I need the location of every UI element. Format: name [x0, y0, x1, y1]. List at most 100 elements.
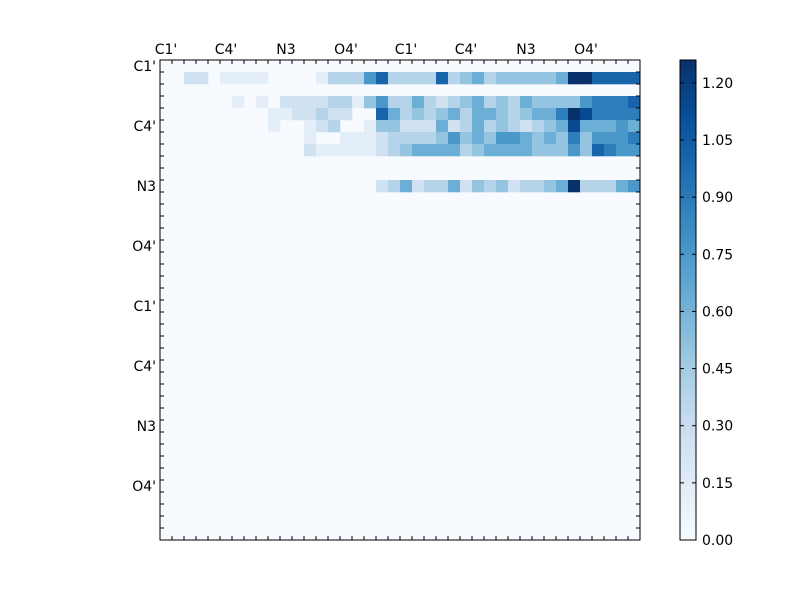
heatmap-cell — [496, 108, 509, 121]
heatmap-cell — [616, 72, 629, 85]
heatmap-cell — [508, 72, 521, 85]
heatmap-cell — [220, 72, 233, 85]
heatmap-cell — [400, 180, 413, 193]
heatmap-cell — [472, 108, 485, 121]
heatmap-cell — [412, 72, 425, 85]
heatmap-cell — [568, 72, 581, 85]
heatmap-cell — [436, 144, 449, 157]
axis-ticks — [159, 59, 641, 541]
heatmap-cell — [628, 120, 641, 133]
heatmap-cell — [316, 108, 329, 121]
heatmap-cell — [592, 72, 605, 85]
heatmap-cell — [388, 144, 401, 157]
heatmap-cell — [508, 120, 521, 133]
heatmap-cell — [592, 108, 605, 121]
heatmap-cell — [388, 132, 401, 145]
heatmap-cell — [628, 72, 641, 85]
x-tick-label: C4' — [215, 42, 238, 58]
y-tick-label: C4' — [133, 119, 156, 135]
colorbar-tick-label: 0.60 — [702, 304, 733, 320]
x-tick-label: C1' — [395, 42, 418, 58]
heatmap-cell — [424, 144, 437, 157]
heatmap-cell — [580, 72, 593, 85]
heatmap-cell — [424, 120, 437, 133]
heatmap-cell — [376, 132, 389, 145]
heatmap-cell — [280, 108, 293, 121]
heatmap-cell — [196, 72, 209, 85]
heatmap-cell — [436, 132, 449, 145]
heatmap-cell — [568, 108, 581, 121]
heatmap-cell — [472, 132, 485, 145]
heatmap-cell — [340, 108, 353, 121]
heatmap-cell — [520, 108, 533, 121]
heatmap-cell — [232, 96, 245, 109]
heatmap-cell — [268, 108, 281, 121]
x-tick-label: O4' — [574, 42, 598, 58]
heatmap-cell — [616, 144, 629, 157]
x-tick-label: C1' — [155, 42, 178, 58]
heatmap-cell — [520, 96, 533, 109]
heatmap-cell — [580, 132, 593, 145]
heatmap-cell — [616, 180, 629, 193]
heatmap-cell — [544, 132, 557, 145]
heatmap-cell — [532, 72, 545, 85]
heatmap-cell — [304, 144, 317, 157]
colorbar-tick-label: 0.00 — [702, 533, 733, 549]
heatmap-cell — [568, 120, 581, 133]
heatmap-cell — [340, 72, 353, 85]
heatmap-cell — [388, 180, 401, 193]
heatmap-cell — [472, 96, 485, 109]
heatmap-cell — [400, 132, 413, 145]
heatmap-cell — [628, 144, 641, 157]
heatmap-cell — [616, 132, 629, 145]
heatmap-cell — [400, 120, 413, 133]
heatmap-cell — [448, 132, 461, 145]
heatmap-cell — [400, 72, 413, 85]
heatmap-cell — [484, 96, 497, 109]
y-tick-label: O4' — [132, 479, 156, 495]
heatmap-cell — [448, 96, 461, 109]
heatmap-cell — [556, 108, 569, 121]
heatmap-cell — [604, 96, 617, 109]
heatmap-cell — [388, 108, 401, 121]
heatmap-cell — [520, 144, 533, 157]
heatmap-cell — [616, 108, 629, 121]
colorbar-tick-label: 0.75 — [702, 247, 733, 263]
heatmap-cell — [520, 180, 533, 193]
heatmap-cell — [352, 72, 365, 85]
heatmap-cell — [604, 144, 617, 157]
heatmap-cell — [604, 108, 617, 121]
y-tick-label: C1' — [133, 299, 156, 315]
heatmap-cell — [460, 108, 473, 121]
heatmap-cell — [580, 120, 593, 133]
heatmap-cell — [316, 72, 329, 85]
heatmap-cell — [460, 72, 473, 85]
heatmap-cell — [424, 108, 437, 121]
heatmap-cell — [364, 144, 377, 157]
heatmap-cell — [556, 120, 569, 133]
heatmap-cell — [460, 180, 473, 193]
heatmap-cell — [604, 132, 617, 145]
y-tick-label: C4' — [133, 359, 156, 375]
heatmap-cell — [328, 72, 341, 85]
heatmap-cell — [556, 72, 569, 85]
heatmap-cell — [544, 120, 557, 133]
heatmap-cell — [460, 144, 473, 157]
heatmap-cell — [388, 120, 401, 133]
heatmap-cell — [364, 96, 377, 109]
heatmap-cell — [496, 180, 509, 193]
heatmap-cell — [328, 144, 341, 157]
heatmap-cell — [400, 108, 413, 121]
heatmap-cell — [328, 120, 341, 133]
heatmap-cell — [508, 180, 521, 193]
heatmap-cell — [484, 144, 497, 157]
heatmap-cell — [628, 180, 641, 193]
x-tick-label: N3 — [516, 42, 535, 58]
heatmap-cell — [580, 144, 593, 157]
heatmap-cell — [340, 96, 353, 109]
heatmap-cell — [412, 108, 425, 121]
heatmap-cell — [364, 132, 377, 145]
heatmap-cell — [424, 96, 437, 109]
heatmap-cell — [532, 180, 545, 193]
heatmap-cell — [592, 132, 605, 145]
